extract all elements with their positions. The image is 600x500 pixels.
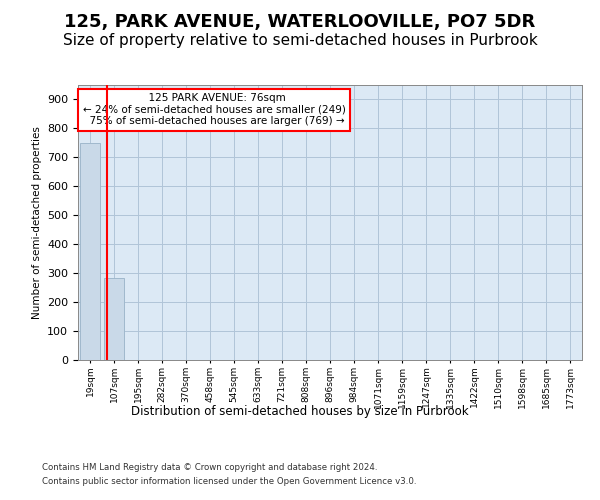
- Text: Size of property relative to semi-detached houses in Purbrook: Size of property relative to semi-detach…: [62, 32, 538, 48]
- Bar: [104, 278, 124, 360]
- Text: Contains public sector information licensed under the Open Government Licence v3: Contains public sector information licen…: [42, 478, 416, 486]
- Text: 125, PARK AVENUE, WATERLOOVILLE, PO7 5DR: 125, PARK AVENUE, WATERLOOVILLE, PO7 5DR: [64, 12, 536, 30]
- Bar: [80, 143, 100, 360]
- Y-axis label: Number of semi-detached properties: Number of semi-detached properties: [32, 126, 41, 319]
- Text: Distribution of semi-detached houses by size in Purbrook: Distribution of semi-detached houses by …: [131, 405, 469, 418]
- Text: Contains HM Land Registry data © Crown copyright and database right 2024.: Contains HM Land Registry data © Crown c…: [42, 462, 377, 471]
- Text: 125 PARK AVENUE: 76sqm
← 24% of semi-detached houses are smaller (249)
  75% of : 125 PARK AVENUE: 76sqm ← 24% of semi-det…: [83, 93, 346, 126]
